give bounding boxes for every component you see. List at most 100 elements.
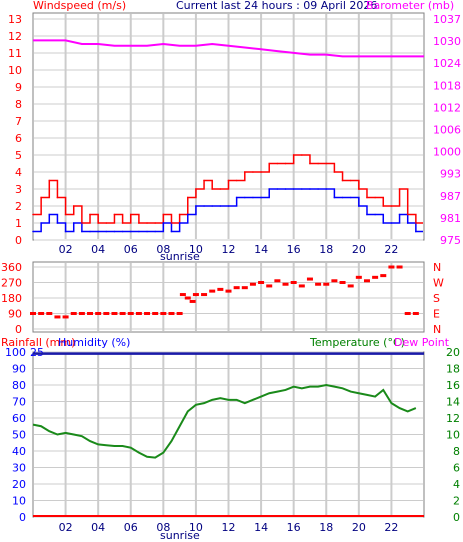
wind-avg-point bbox=[89, 230, 91, 233]
x-tick-bottom-22: 22 bbox=[384, 521, 398, 534]
direction-point bbox=[103, 312, 110, 315]
wind-avg-point bbox=[382, 222, 385, 224]
x-tick-top-18: 18 bbox=[319, 243, 333, 256]
y-tick-baro-1037: 1037 bbox=[433, 13, 461, 26]
y-tick-hum-30: 30 bbox=[12, 462, 26, 475]
wind-avg-point bbox=[162, 222, 165, 224]
wind-avg-point bbox=[317, 188, 319, 190]
dewpoint-label: Dew Point bbox=[394, 336, 450, 349]
wind-avg-point bbox=[195, 205, 197, 207]
direction-point bbox=[249, 282, 256, 286]
wind-gust-point bbox=[138, 222, 140, 224]
direction-point bbox=[412, 312, 419, 315]
wind-gust-point bbox=[382, 205, 385, 207]
x-tick-top-14: 14 bbox=[254, 243, 268, 256]
wind-gust-point bbox=[301, 154, 303, 156]
direction-point bbox=[30, 312, 36, 315]
wind-gust-point bbox=[333, 171, 336, 173]
y-tick-dir-90: 90 bbox=[8, 308, 22, 321]
x-tick-top-08: 08 bbox=[156, 243, 170, 256]
wind-avg-point bbox=[48, 213, 51, 216]
wind-gust-point bbox=[129, 213, 132, 216]
wind-avg-point bbox=[333, 196, 336, 199]
wind-gust-point bbox=[32, 213, 34, 216]
wind-avg-point bbox=[56, 222, 59, 224]
direction-point bbox=[388, 265, 395, 269]
wind-gust-point bbox=[317, 162, 319, 165]
y-tick-hum-100: 100 bbox=[5, 346, 26, 359]
wind-gust-point bbox=[325, 162, 328, 165]
y-tick-wind-6: 6 bbox=[15, 132, 22, 145]
y-tick-temp-8: 8 bbox=[453, 445, 460, 458]
y-tick-temp-16: 16 bbox=[446, 379, 460, 392]
wind-avg-point bbox=[146, 230, 148, 233]
y-tick-temp-14: 14 bbox=[446, 396, 460, 409]
x-tick-bottom-06: 06 bbox=[124, 521, 138, 534]
y-tick-dir-270: 270 bbox=[1, 277, 22, 290]
axis-layer: 0202040406060808101012121414161618182020… bbox=[1, 13, 461, 534]
x-tick-top-10: 10 bbox=[189, 243, 203, 256]
y-tick-compass-N: N bbox=[433, 261, 441, 274]
wind-gust-point bbox=[358, 188, 360, 190]
wind-avg-point bbox=[32, 230, 34, 233]
wind-gust-point bbox=[398, 188, 401, 190]
x-tick-bottom-16: 16 bbox=[287, 521, 301, 534]
wind-avg-point bbox=[81, 230, 83, 233]
wind-gust-point bbox=[203, 179, 205, 182]
direction-point bbox=[331, 279, 338, 283]
direction-point bbox=[70, 312, 77, 315]
direction-point bbox=[119, 312, 126, 315]
y-tick-wind-5: 5 bbox=[15, 149, 22, 162]
wind-gust-point bbox=[309, 162, 311, 165]
direction-point bbox=[241, 286, 248, 290]
direction-point bbox=[258, 281, 265, 284]
direction-point bbox=[135, 312, 142, 315]
sunrise-label-top: sunrise bbox=[160, 250, 200, 263]
y-tick-baro-993: 993 bbox=[440, 168, 461, 181]
wind-gust-point bbox=[211, 188, 214, 190]
wind-gust-point bbox=[154, 222, 156, 224]
wind-avg-point bbox=[154, 230, 156, 233]
wind-gust-point bbox=[170, 222, 173, 224]
x-tick-bottom-08: 08 bbox=[156, 521, 170, 534]
y-tick-baro-1024: 1024 bbox=[433, 57, 461, 70]
y-tick-baro-1000: 1000 bbox=[433, 146, 461, 159]
y-tick-hum-90: 90 bbox=[12, 363, 26, 376]
wind-avg-point bbox=[64, 230, 67, 233]
wind-avg-point bbox=[170, 230, 173, 233]
wind-gust-point bbox=[252, 171, 254, 173]
direction-point bbox=[209, 289, 216, 293]
wind-gust-point bbox=[284, 162, 287, 165]
direction-point bbox=[111, 312, 118, 315]
x-tick-top-16: 16 bbox=[287, 243, 301, 256]
wind-gust-point bbox=[146, 222, 148, 224]
y-tick-temp-2: 2 bbox=[453, 495, 460, 508]
y-tick-wind-4: 4 bbox=[15, 166, 22, 179]
direction-point bbox=[372, 275, 379, 279]
y-tick-compass-E: E bbox=[433, 308, 440, 321]
wind-gust-point bbox=[268, 162, 271, 165]
wind-avg-point bbox=[366, 213, 368, 216]
y-tick-compass-N: N bbox=[433, 323, 441, 336]
x-tick-bottom-04: 04 bbox=[91, 521, 105, 534]
direction-point bbox=[78, 312, 85, 315]
direction-point bbox=[233, 286, 240, 290]
y-tick-baro-975: 975 bbox=[440, 234, 461, 247]
direction-point bbox=[152, 312, 159, 315]
y-tick-temp-10: 10 bbox=[446, 429, 460, 442]
x-tick-bottom-14: 14 bbox=[254, 521, 268, 534]
direction-point bbox=[144, 312, 151, 315]
wind-avg-point bbox=[113, 230, 116, 233]
direction-point bbox=[87, 312, 94, 315]
y-tick-baro-1018: 1018 bbox=[433, 79, 461, 92]
direction-point bbox=[298, 284, 305, 288]
wind-avg-point bbox=[186, 213, 189, 216]
direction-point bbox=[201, 293, 208, 297]
wind-gust-series bbox=[33, 154, 423, 224]
x-tick-top-22: 22 bbox=[384, 243, 398, 256]
y-tick-wind-10: 10 bbox=[8, 64, 22, 77]
wind-gust-point bbox=[121, 222, 124, 224]
y-tick-wind-7: 7 bbox=[15, 115, 22, 128]
wind-avg-point bbox=[415, 230, 417, 233]
